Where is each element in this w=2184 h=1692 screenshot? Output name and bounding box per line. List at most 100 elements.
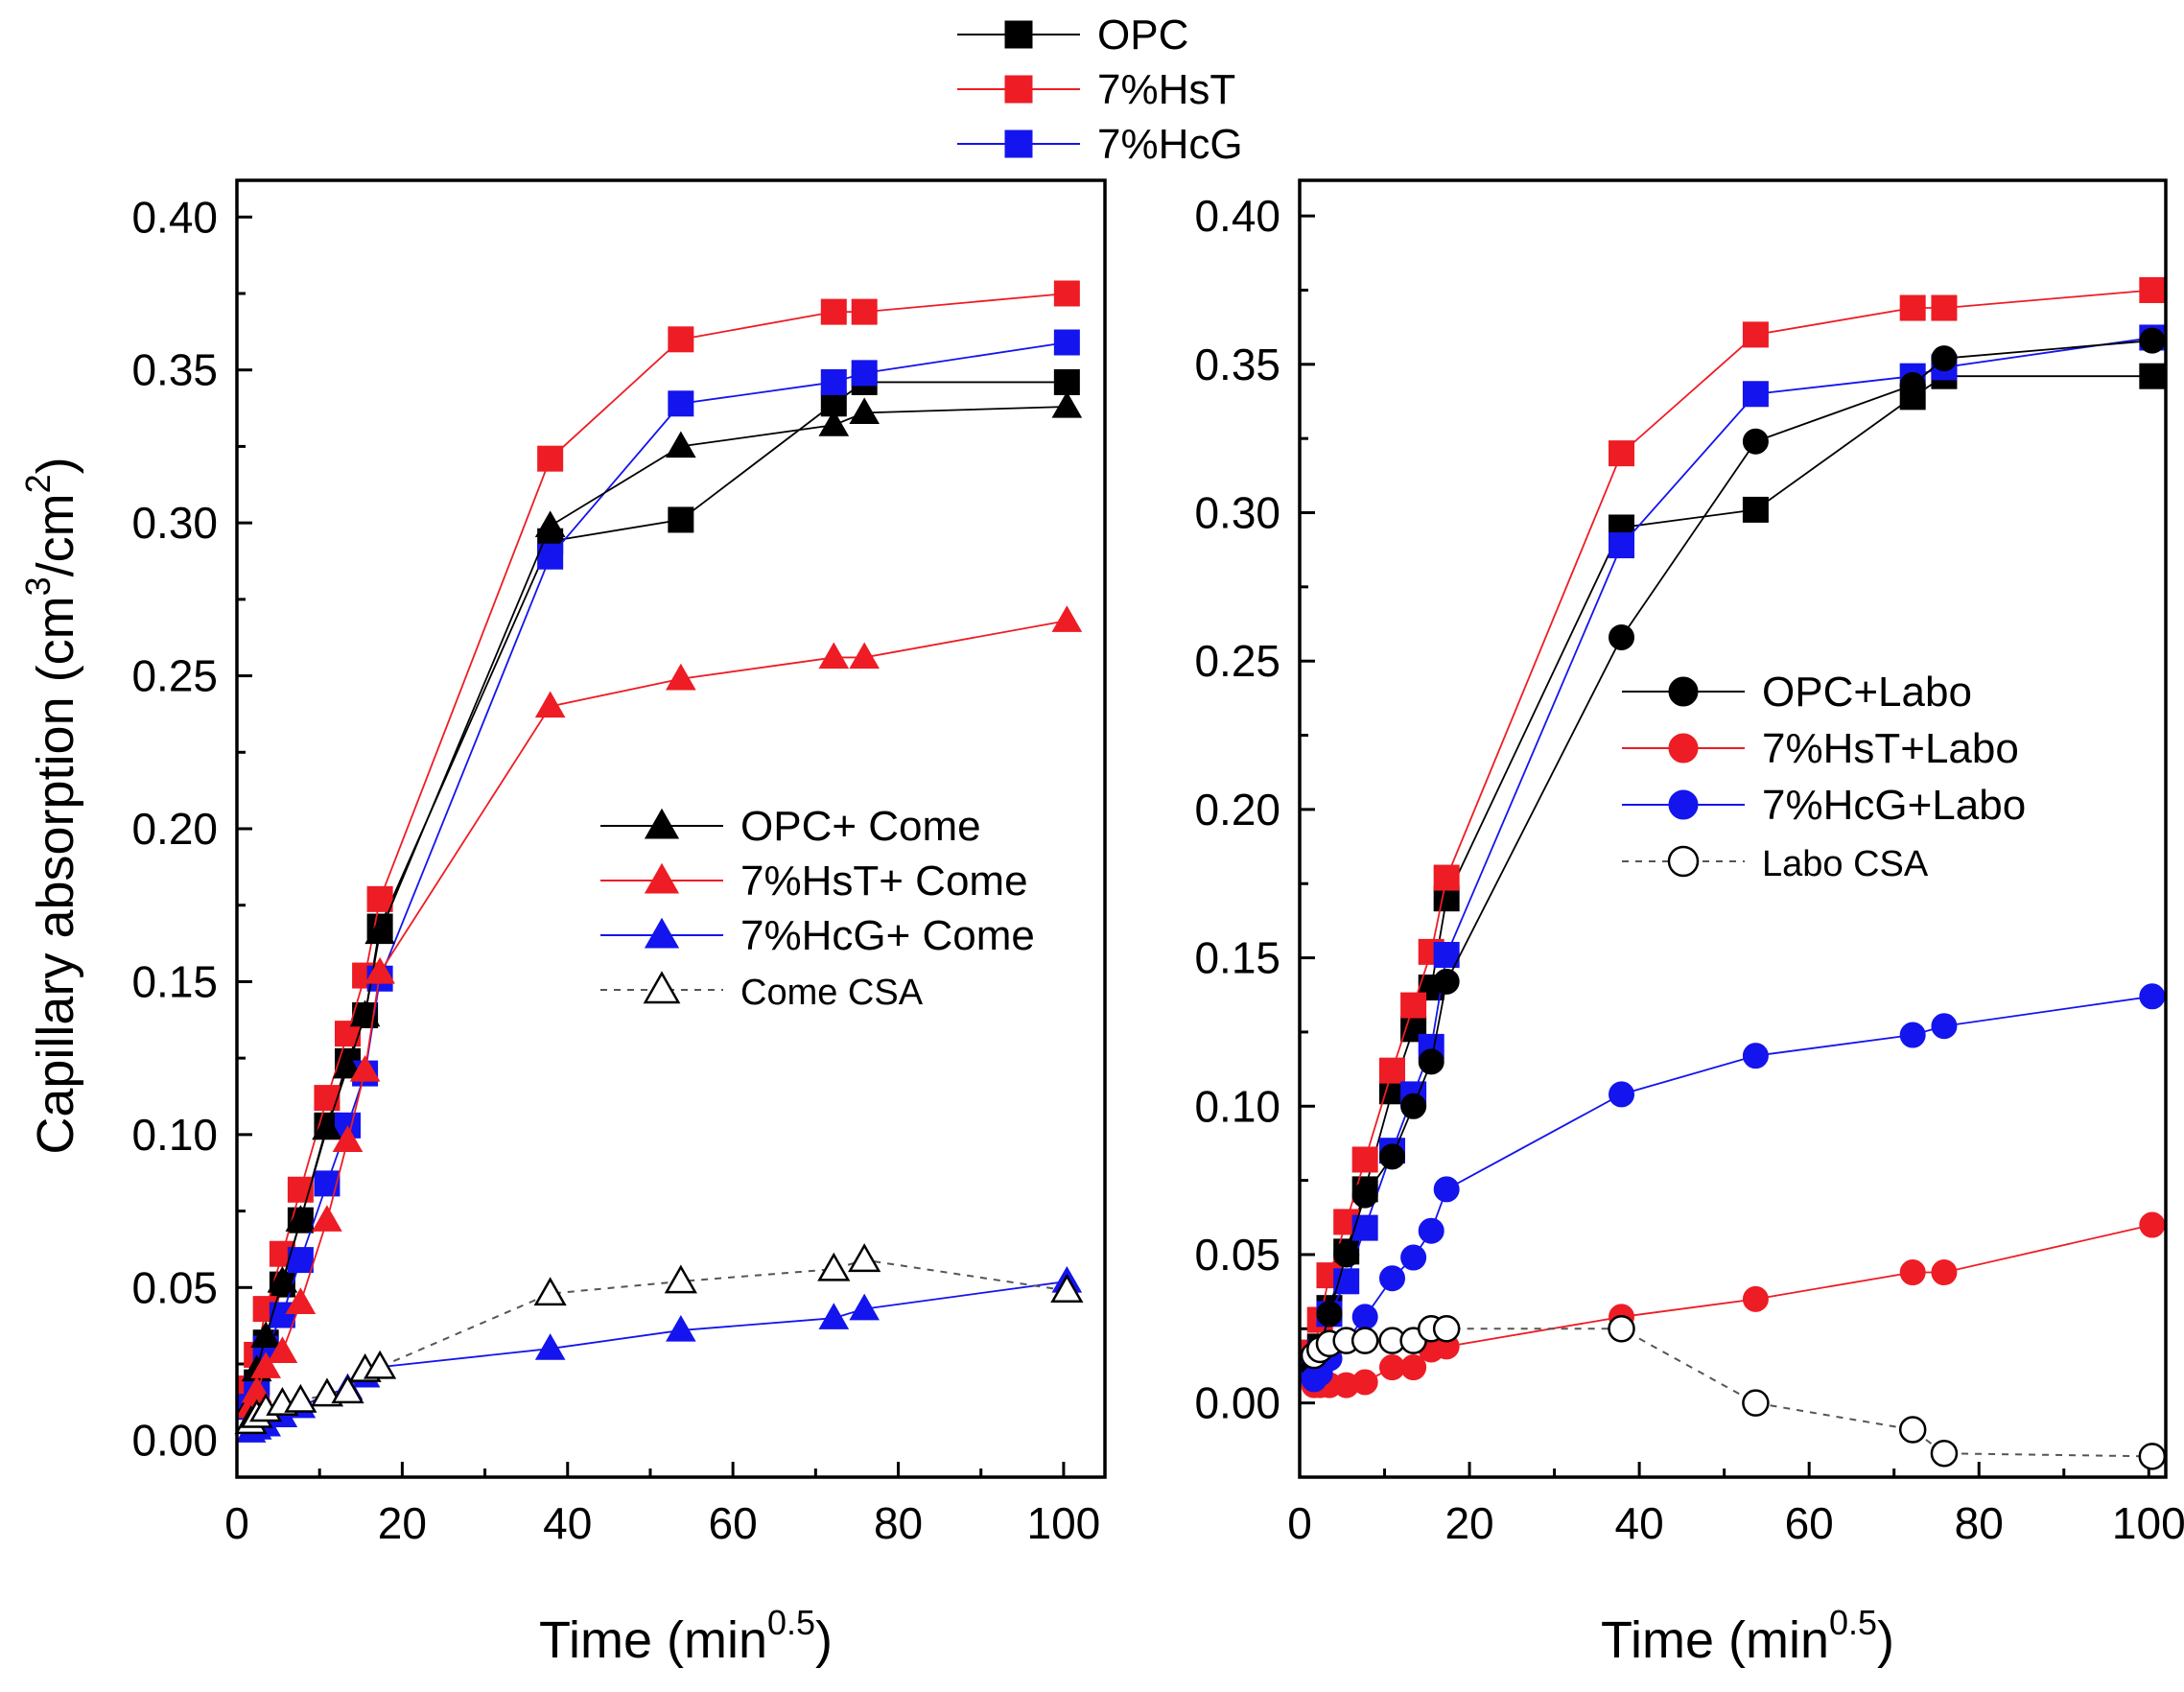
legend-label: 7%HcG xyxy=(1097,121,1243,168)
data-point xyxy=(1351,1369,1378,1396)
y-tick-label: 0.35 xyxy=(1194,340,1280,389)
x-tick-label: 0 xyxy=(1287,1498,1312,1548)
legend-marker xyxy=(644,808,680,839)
data-point xyxy=(851,298,878,325)
data-point xyxy=(285,1287,317,1314)
y-tick-label: 0.15 xyxy=(1194,933,1280,983)
legend-marker xyxy=(1004,129,1033,158)
legend-item: Labo CSA xyxy=(1622,844,1929,884)
data-point xyxy=(314,1085,341,1112)
data-point xyxy=(849,1293,880,1321)
series-labo-csa xyxy=(1300,1315,2167,1470)
x-tick-label: 80 xyxy=(1955,1498,2004,1548)
y-tick-label: 0.25 xyxy=(1194,636,1280,686)
data-point xyxy=(2139,983,2166,1010)
data-point xyxy=(1053,329,1080,356)
data-point xyxy=(534,691,566,718)
right-axis-ticks: 0 20 40 60 80 100 0.00 0.05 0.10 0.15 0.20 0.25 0.30… xyxy=(1194,191,2184,1548)
x-tick-label: 20 xyxy=(1444,1498,1493,1548)
data-point xyxy=(1899,1259,1926,1286)
data-point xyxy=(1050,1274,1084,1303)
data-point xyxy=(314,1170,341,1197)
data-point xyxy=(1400,992,1427,1019)
data-point xyxy=(366,885,393,912)
legend-marker xyxy=(1004,20,1033,49)
data-point xyxy=(533,1277,567,1306)
left-series-layer xyxy=(234,280,1084,1443)
x-tick-label: 60 xyxy=(1785,1498,1834,1548)
x-tick-label: 60 xyxy=(709,1498,758,1548)
right-plot-frame xyxy=(1298,178,2168,1479)
y-tick-label: 0.20 xyxy=(131,804,218,854)
series-7-hst-come xyxy=(235,605,1083,1419)
y-tick-label: 0.10 xyxy=(1194,1081,1280,1131)
data-point xyxy=(1931,1259,1958,1286)
data-point xyxy=(1609,532,1635,559)
legend-label: 7%HsT+Labo xyxy=(1762,725,2019,772)
top-legend: OPC 7%HsT 7%HcG xyxy=(957,12,1243,168)
data-point xyxy=(1418,1048,1444,1075)
legend-label: Come CSA xyxy=(740,973,924,1013)
left-plot-frame xyxy=(235,178,1107,1479)
data-point xyxy=(1931,294,1958,321)
data-point xyxy=(332,1125,364,1152)
x-tick-label: 100 xyxy=(2112,1498,2184,1548)
data-point xyxy=(1608,1315,1635,1343)
data-point xyxy=(1742,428,1769,455)
y-tick-label: 0.20 xyxy=(1194,785,1280,834)
data-point xyxy=(1899,371,1926,398)
legend-marker xyxy=(1668,676,1699,707)
data-point xyxy=(537,445,564,472)
data-point xyxy=(1931,345,1958,372)
data-point xyxy=(818,410,850,436)
data-point xyxy=(1400,1244,1427,1271)
data-point xyxy=(267,1265,298,1293)
data-point xyxy=(1400,1093,1427,1119)
data-point xyxy=(1742,1285,1769,1312)
data-point xyxy=(1433,1176,1460,1203)
data-point xyxy=(364,1350,397,1379)
data-point xyxy=(818,642,850,670)
data-point xyxy=(1432,1315,1461,1343)
data-point xyxy=(312,1205,342,1232)
data-point xyxy=(666,431,696,458)
data-point xyxy=(1051,605,1083,632)
data-point xyxy=(1316,1301,1343,1328)
data-point xyxy=(285,1205,317,1232)
legend-label: 7%HcG+Labo xyxy=(1762,782,2026,829)
data-point xyxy=(2138,1443,2167,1470)
data-point xyxy=(287,1247,314,1274)
data-point xyxy=(364,956,395,984)
data-point xyxy=(1351,1214,1378,1241)
data-point xyxy=(1742,321,1769,348)
x-tick-label: 40 xyxy=(543,1498,592,1548)
legend-item: Come CSA xyxy=(600,971,924,1013)
data-point xyxy=(1400,1354,1427,1381)
data-point xyxy=(1898,1416,1927,1444)
data-point xyxy=(817,1252,851,1281)
data-point xyxy=(1609,623,1635,650)
legend-item: 7%HsT+Labo xyxy=(1622,725,2019,772)
data-point xyxy=(668,390,694,417)
data-point xyxy=(1742,496,1769,523)
legend-marker xyxy=(1668,789,1699,820)
legend-label: OPC+Labo xyxy=(1762,669,1972,716)
x-tick-label: 40 xyxy=(1615,1498,1664,1548)
data-point xyxy=(820,368,847,395)
data-point xyxy=(537,543,564,570)
legend-label: OPC xyxy=(1097,12,1188,59)
data-point xyxy=(534,1333,566,1360)
data-point xyxy=(349,1054,381,1082)
data-point xyxy=(1742,1043,1769,1069)
data-point xyxy=(1609,1081,1635,1108)
y-tick-label: 0.00 xyxy=(131,1416,218,1466)
right-x-axis-title: Time (min0.5) xyxy=(1601,1603,1894,1669)
data-point xyxy=(2139,1211,2166,1238)
data-point xyxy=(849,397,880,425)
y-tick-label: 0.05 xyxy=(131,1262,218,1312)
data-point xyxy=(1351,1146,1378,1173)
data-point xyxy=(668,506,694,533)
legend-item: OPC+Labo xyxy=(1622,669,1972,716)
data-point xyxy=(1053,368,1080,395)
